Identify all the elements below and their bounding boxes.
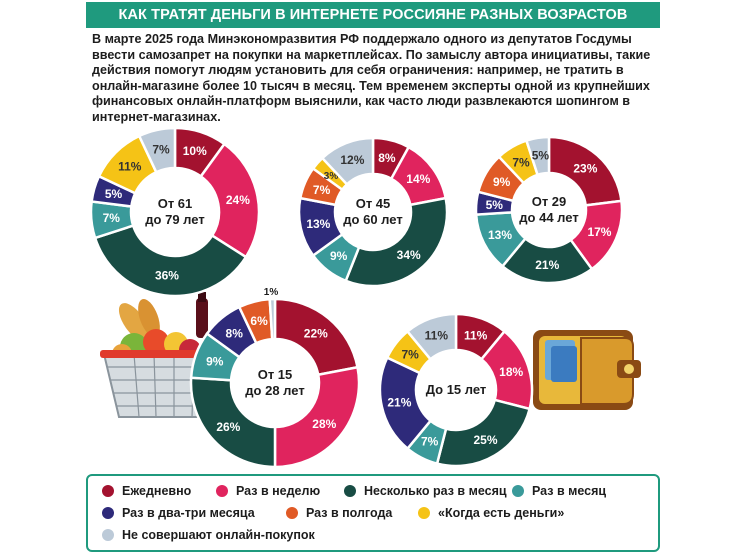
legend-swatch	[344, 485, 356, 497]
slice-label: 34%	[397, 248, 421, 262]
slice-label: 1%	[264, 287, 279, 298]
slice-label: 12%	[340, 153, 364, 167]
legend-item-several_month: Несколько раз в месяц	[344, 484, 507, 498]
donut-chart-5: 11% 18% 25% 7% 21% 7% 11% До 15 лет	[378, 312, 534, 468]
slice-label: 7%	[103, 211, 121, 225]
legend-swatch	[512, 485, 524, 497]
slice-label: 36%	[155, 268, 179, 282]
legend-swatch	[102, 507, 114, 519]
chart-center-label: От 61	[158, 196, 193, 211]
slice-label: 9%	[493, 175, 511, 189]
legend-item-half_year: Раз в полгода	[286, 506, 392, 520]
slice-none	[268, 297, 277, 341]
slice-none	[405, 312, 458, 361]
slice-none	[524, 135, 551, 177]
legend-item-daily: Ежедневно	[102, 484, 191, 498]
slice-label: 5%	[486, 198, 504, 212]
slice-label: 21%	[387, 396, 411, 410]
legend-swatch	[102, 529, 114, 541]
chart-center-label: до 44 лет	[519, 210, 578, 225]
slice-label: 14%	[406, 172, 430, 186]
legend-item-weekly: Раз в неделю	[216, 484, 320, 498]
slice-label: 7%	[512, 156, 530, 170]
slice-label: 21%	[535, 258, 559, 272]
slice-label: 24%	[226, 193, 250, 207]
chart-center-label: От 45	[356, 196, 391, 211]
legend-label: Раз в два-три месяца	[122, 506, 255, 520]
legend-label: Несколько раз в месяц	[364, 484, 507, 498]
slice-label: 8%	[378, 151, 396, 165]
slice-label: 11%	[464, 328, 488, 342]
slice-label: 13%	[488, 228, 512, 242]
legend-item-monthly: Раз в месяц	[512, 484, 606, 498]
legend-item-two_three_months: Раз в два-три месяца	[102, 506, 255, 520]
legend-label: «Когда есть деньги»	[438, 506, 565, 520]
legend-swatch	[216, 485, 228, 497]
slice-label: 13%	[306, 217, 330, 231]
slice-label: 23%	[573, 162, 597, 176]
chart-center-label: От 29	[532, 194, 567, 209]
slice-several_month	[344, 196, 449, 288]
chart-center-label: до 28 лет	[245, 383, 304, 398]
slice-label: 10%	[183, 144, 207, 158]
slice-none	[137, 126, 177, 174]
slice-label: 7%	[401, 347, 419, 361]
slice-label: 22%	[304, 327, 328, 341]
legend-label: Раз в полгода	[306, 506, 393, 520]
legend-label: Ежедневно	[122, 484, 192, 498]
chart-center-label: до 60 лет	[343, 212, 402, 227]
legend: Ежедневно Раз в неделю Несколько раз в мес…	[86, 474, 660, 552]
legend-item-when_money: «Когда есть деньги»	[418, 506, 564, 520]
legend-swatch	[418, 507, 430, 519]
legend-item-none: Не совершают онлайн-покупок	[102, 528, 315, 542]
chart-center-label: От 15	[258, 367, 293, 382]
slice-label: 8%	[226, 327, 244, 341]
slice-label: 28%	[312, 417, 336, 431]
slice-label: 9%	[206, 354, 224, 368]
chart-center-label: До 15 лет	[426, 382, 487, 397]
legend-label: Раз в неделю	[236, 484, 321, 498]
intro-text: В марте 2025 года Минэкономразвития РФ п…	[92, 32, 651, 124]
slice-label: 18%	[499, 365, 523, 379]
legend-label: Раз в месяц	[532, 484, 607, 498]
slice-several_month	[93, 224, 248, 298]
legend-label: Не совершают онлайн-покупок	[122, 528, 315, 542]
slice-label: 11%	[425, 328, 449, 342]
slice-label: 7%	[421, 435, 439, 449]
legend-swatch	[286, 507, 298, 519]
slice-label: 5%	[105, 187, 123, 201]
wallet-icon	[533, 330, 641, 410]
slice-label: 25%	[474, 433, 498, 447]
header-title: КАК ТРАТЯТ ДЕНЬГИ В ИНТЕРНЕТЕ РОССИЯНЕ Р…	[86, 2, 660, 28]
slice-several_month	[435, 398, 532, 468]
slice-weekly	[273, 365, 361, 469]
slice-label: 5%	[532, 149, 550, 163]
slice-label: 9%	[330, 249, 348, 263]
slice-label: 7%	[152, 143, 170, 157]
slice-label: 3%	[324, 171, 339, 182]
slice-label: 17%	[587, 225, 611, 239]
legend-swatch	[102, 485, 114, 497]
slice-label: 6%	[250, 314, 268, 328]
slice-none	[320, 136, 375, 187]
slice-label: 11%	[118, 160, 142, 174]
slice-label: 26%	[216, 420, 240, 434]
slice-label: 7%	[313, 183, 331, 197]
chart-center-label: до 79 лет	[145, 212, 204, 227]
